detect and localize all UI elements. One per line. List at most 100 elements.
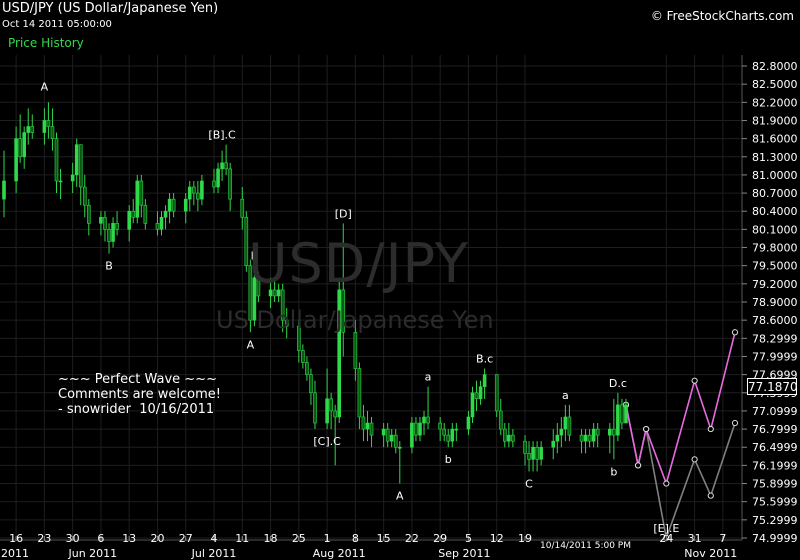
candle-body xyxy=(498,410,503,430)
candle-body xyxy=(228,168,232,200)
candle-body xyxy=(192,186,196,194)
candle-body xyxy=(616,404,620,436)
price-tick-label: 80.7000 xyxy=(752,187,798,200)
price-tick-label: 79.2000 xyxy=(752,278,798,291)
price-tick-label: 76.1999 xyxy=(752,459,798,472)
time-tick-label: 24 xyxy=(659,532,673,545)
panel-label[interactable]: Price History xyxy=(8,36,84,50)
candle-body xyxy=(297,325,301,351)
candle-body xyxy=(559,428,564,436)
month-label: Jun 2011 xyxy=(68,547,118,560)
wave-label: a xyxy=(425,371,432,384)
candle-body xyxy=(587,434,592,442)
price-tick-label: 74.9999 xyxy=(752,532,798,545)
candle-body xyxy=(99,216,103,224)
price-tick-label: 81.6000 xyxy=(752,133,798,146)
candle-body xyxy=(450,428,455,442)
candle-body xyxy=(389,434,394,442)
candle-body xyxy=(527,452,531,460)
candle-body xyxy=(357,368,362,418)
wave-label: B.c xyxy=(476,353,493,366)
candle-body xyxy=(422,416,426,424)
candle-body xyxy=(220,162,224,170)
candle-body xyxy=(563,416,568,430)
wave-label: [C].C xyxy=(313,435,341,448)
time-tick-label: 15 xyxy=(377,532,391,545)
candle-body xyxy=(393,434,398,448)
candle-body xyxy=(624,404,628,424)
projection-point xyxy=(707,425,714,433)
candle-body xyxy=(87,204,91,224)
candle-body xyxy=(70,174,75,182)
candle-body xyxy=(507,434,511,442)
candle-body xyxy=(268,289,273,297)
candle-body xyxy=(414,422,418,436)
candle-body xyxy=(280,289,285,321)
candle-body xyxy=(361,416,366,430)
candle-body xyxy=(612,428,616,436)
time-tick-label: 11 xyxy=(235,532,249,545)
time-tick-label: 4 xyxy=(211,532,218,545)
candle-body xyxy=(309,374,313,394)
price-tick-label: 81.0000 xyxy=(752,169,798,182)
time-tick-label: 25 xyxy=(292,532,306,545)
time-tick-label: 12 xyxy=(490,532,504,545)
candle-body xyxy=(107,229,111,242)
price-tick-label: 75.8999 xyxy=(752,478,798,491)
projection-point xyxy=(691,456,698,463)
candle-body xyxy=(58,180,63,183)
candle-body xyxy=(438,422,442,430)
candlestick-series xyxy=(2,102,628,484)
price-tick-label: 76.7999 xyxy=(752,423,798,436)
candle-body xyxy=(183,198,188,212)
wave-label: b xyxy=(610,465,617,478)
candle-body xyxy=(502,428,507,442)
candle-body xyxy=(511,434,515,442)
time-tick-label: 8 xyxy=(352,532,359,545)
projection-point xyxy=(731,419,739,427)
grid-lines xyxy=(0,55,742,540)
candle-body xyxy=(82,186,87,206)
time-tick-label: 18 xyxy=(264,532,278,545)
candle-body xyxy=(333,410,337,418)
candle-body xyxy=(305,362,309,375)
price-tick-label: 82.2000 xyxy=(752,96,798,109)
candle-body xyxy=(470,392,475,418)
candle-body xyxy=(341,289,346,333)
time-tick-label: 16 xyxy=(9,532,23,545)
candle-body xyxy=(535,446,539,460)
time-tick-label: 31 xyxy=(688,532,702,545)
time-tick-label: 27 xyxy=(179,532,193,545)
time-tick-label: 29 xyxy=(433,532,447,545)
candle-body xyxy=(329,398,333,412)
candle-body xyxy=(187,186,192,200)
price-tick-label: 80.1000 xyxy=(752,223,798,236)
candle-body xyxy=(54,138,59,182)
symbol-title: USD/JPY (US Dollar/Japanese Yen) xyxy=(2,1,219,16)
copyright-link[interactable]: © FreeStockCharts.com xyxy=(650,9,794,23)
wave-label: [B].C xyxy=(208,129,236,142)
time-tick-label: 22 xyxy=(405,532,419,545)
candle-body xyxy=(248,265,253,321)
note-line: Comments are welcome! xyxy=(58,387,221,402)
candle-body xyxy=(111,223,115,242)
candle-body xyxy=(143,204,148,224)
annotation-note: ~~~ Perfect Wave ~~~ Comments are welcom… xyxy=(58,372,221,417)
candle-body xyxy=(159,216,164,230)
candle-body xyxy=(523,440,527,454)
month-label: Aug 2011 xyxy=(313,547,366,560)
candle-body xyxy=(167,198,172,212)
candle-body xyxy=(135,180,140,218)
price-tick-label: 81.9000 xyxy=(752,114,798,127)
candle-body xyxy=(595,428,600,436)
price-tick-label: 82.8000 xyxy=(752,60,798,73)
wave-label: b xyxy=(445,453,452,466)
price-tick-label: 78.6000 xyxy=(752,314,798,327)
candle-body xyxy=(2,180,6,200)
candle-body xyxy=(539,446,543,460)
candle-body xyxy=(337,289,342,418)
projection-point xyxy=(691,377,698,384)
projection-point xyxy=(731,329,739,336)
last-bar-date: 10/14/2011 5:00 PM xyxy=(540,541,631,551)
candle-body xyxy=(224,162,228,170)
